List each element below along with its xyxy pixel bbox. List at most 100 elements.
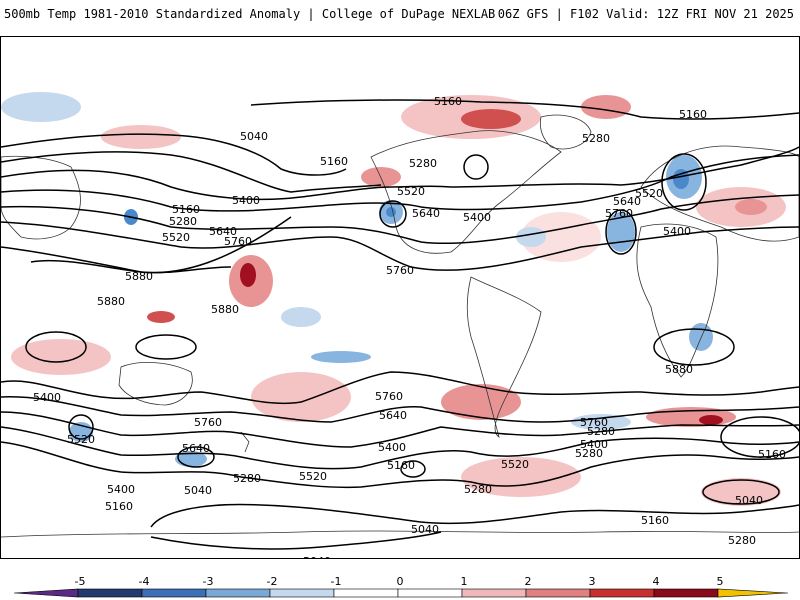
contour-label: 5280: [409, 157, 437, 170]
contour-label: 5160: [679, 108, 707, 121]
contour-label: 5520: [299, 470, 327, 483]
contour-line: [1, 133, 347, 176]
contour-line: [150, 503, 799, 528]
contour-label: 5400: [580, 438, 608, 451]
colorbar-tick-label: -4: [138, 575, 150, 588]
contour-label: 5520: [501, 458, 529, 471]
contour-closed: [653, 328, 735, 366]
contour-label: 5040: [411, 523, 439, 536]
contour-label: 5280: [464, 483, 492, 496]
colorbar-segment: [397, 588, 463, 598]
contour-label: 5640: [379, 409, 407, 422]
contour-closed: [25, 331, 87, 363]
new-zealand-coast: [240, 431, 250, 453]
africa-coast: [636, 223, 719, 378]
colorbar-tick-label: 3: [588, 575, 596, 588]
warm-anomaly: [735, 199, 767, 215]
contour-line: [1, 426, 799, 470]
map-svg: 5160 5160 5040 5160 5280 5520 5280 5640 …: [1, 92, 799, 558]
colorbar-tick-label: 2: [524, 575, 532, 588]
colorbar-tick-label: 0: [396, 575, 404, 588]
cool-anomaly: [516, 227, 546, 247]
cool-anomaly: [386, 207, 396, 217]
contour-label: 5160: [434, 95, 462, 108]
contour-label: 5280: [728, 534, 756, 547]
contour-closed: [379, 200, 407, 228]
contour-closed: [661, 153, 707, 211]
contour-label: 5520: [162, 231, 190, 244]
warm-anomaly: [461, 457, 581, 497]
cool-anomaly-layer: [1, 92, 713, 467]
map-title: 500mb Temp 1981-2010 Standardized Anomal…: [4, 7, 496, 21]
warm-anomaly: [581, 95, 631, 119]
contour-label: 5400: [107, 483, 135, 496]
colorbar-tick-label: 4: [652, 575, 660, 588]
contour-label: 5160: [172, 203, 200, 216]
colorbar-tick-label: -1: [330, 575, 342, 588]
contour-label: 5520: [397, 185, 425, 198]
colorbar-segment: [77, 588, 143, 598]
contour-label: 5280: [582, 132, 610, 145]
contour-label: 5160: [387, 459, 415, 472]
warm-anomaly: [147, 311, 175, 323]
warm-anomaly: [101, 125, 181, 149]
colorbar-segment: [589, 588, 655, 598]
contour-label: 5400: [232, 194, 260, 207]
contour-label: 5880: [125, 270, 153, 283]
warm-anomaly-layer: [11, 95, 786, 506]
colorbar-tick-label: 1: [460, 575, 468, 588]
contour-label: 5040: [184, 484, 212, 497]
contour-label: 5880: [211, 303, 239, 316]
greenland-coast: [539, 114, 592, 150]
contour-label: 5040: [240, 130, 268, 143]
contour-labels: 5160 5160 5040 5160 5280 5520 5280 5640 …: [33, 95, 786, 558]
cool-anomaly: [281, 307, 321, 327]
colorbar-segment: [525, 588, 591, 598]
contour-label: 5400: [33, 391, 61, 404]
colorbar-segment: [13, 588, 79, 598]
colorbar-segment: [141, 588, 207, 598]
contour-line: [1, 194, 799, 245]
contour-line: [1, 396, 799, 423]
antarctica-coast: [1, 530, 799, 538]
colorbar-segment: [333, 588, 399, 598]
eurasia-coast: [640, 145, 799, 242]
contour-label: 5400: [463, 211, 491, 224]
contour-label: 5160: [320, 155, 348, 168]
contour-label: 5280: [233, 472, 261, 485]
contour-closed: [400, 460, 426, 478]
contour-label: 5520: [635, 187, 663, 200]
anomaly-map[interactable]: 5160 5160 5040 5160 5280 5520 5280 5640 …: [0, 36, 800, 559]
colorbar-segment: [205, 588, 271, 598]
colorbar: [13, 588, 789, 598]
colorbar-tick-label: -3: [202, 575, 214, 588]
warm-anomaly: [461, 109, 521, 129]
colorbar-tick-label: 5: [716, 575, 724, 588]
model-run-info: 06Z GFS | F102 Valid: 12Z FRI NOV 21 202…: [497, 7, 794, 21]
warm-anomaly: [251, 372, 351, 422]
cool-anomaly: [571, 414, 631, 430]
contour-label: 5160: [641, 514, 669, 527]
warm-anomaly: [701, 478, 781, 506]
contour-label: 5040: [303, 555, 331, 558]
contour-label: 5880: [665, 363, 693, 376]
contour-label: 5760: [605, 207, 633, 220]
cool-anomaly: [673, 169, 689, 189]
cool-anomaly: [175, 451, 207, 467]
contour-closed: [463, 154, 489, 180]
contour-label: 5520: [67, 433, 95, 446]
colorbar-segment: [717, 588, 789, 598]
contour-closed: [720, 416, 799, 458]
contour-label: 5640: [412, 207, 440, 220]
contour-closed: [68, 414, 94, 440]
colorbar-segment: [653, 588, 719, 598]
contour-label: 5160: [758, 448, 786, 461]
cool-anomaly: [607, 212, 635, 252]
contour-line: [30, 259, 232, 274]
contour-line: [150, 531, 442, 550]
contour-label: 5640: [209, 225, 237, 238]
contour-label: 5160: [105, 500, 133, 513]
contour-label: 5280: [575, 447, 603, 460]
contour-line: [250, 99, 799, 120]
contour-label: 5640: [182, 442, 210, 455]
